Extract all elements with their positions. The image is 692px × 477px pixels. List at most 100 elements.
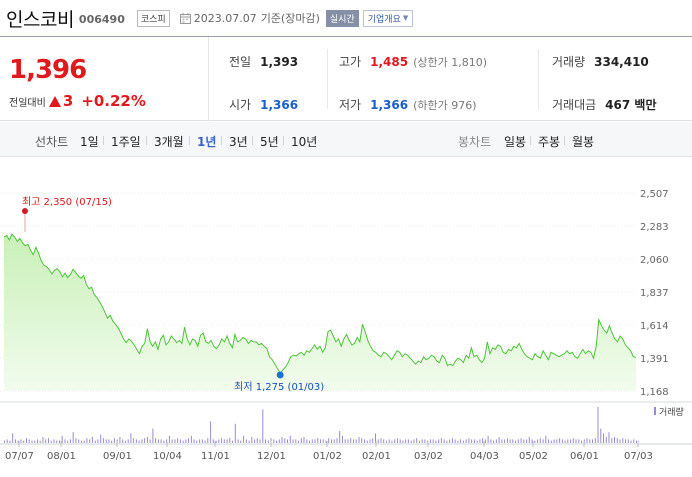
volume-bar [619,439,621,443]
x-axis-labels: 07/07 08/01 09/01 10/04 11/01 12/01 01/02 02/01… [5,451,653,462]
volume-bar [17,440,19,443]
volume-bar [548,439,550,443]
realtime-button[interactable]: 실시간 [325,9,359,27]
volume-bar [50,440,52,443]
volume-bar [515,440,517,443]
volume-bar [380,438,382,443]
volume-bar [306,439,308,443]
divider [221,136,222,145]
change-label: 전일대비 [9,97,46,109]
x-tick-label: 06/01 [570,451,599,462]
volume-bar [424,439,426,443]
volume-bar [201,439,203,443]
volume-bar [451,438,453,443]
low-label: 저가 [339,98,362,112]
volume-bar [570,439,572,443]
upper-limit: (상한가 1,810) [413,56,487,69]
volume-bar [482,438,484,443]
high-marker [21,208,28,214]
volume-bar [504,439,506,443]
x-tick-label: 11/01 [201,451,230,462]
volume-bar [407,439,409,443]
volume-bar [245,439,247,443]
volume-bar [342,435,343,443]
volume-bar [528,437,530,443]
volume-bar [190,435,192,443]
volume-bar [526,439,528,443]
period-1y[interactable]: 1년 [197,135,217,149]
volume-bar [86,438,88,443]
y-tick-label: 1,837 [640,288,669,299]
volume-bar [23,440,25,443]
volume-bar [273,439,275,443]
period-1d[interactable]: 1일 [80,135,99,149]
price-chart[interactable]: 2,507 2,283 2,060 1,837 1,614 1,391 1,168 최고 2… [0,157,692,477]
period-1w[interactable]: 1주일 [111,135,141,149]
stock-name[interactable]: 인스코비 [6,8,74,31]
volume-legend-label: 거래량 [659,406,684,418]
company-info-button[interactable]: 기업개요 ▼ [362,9,414,27]
volume-bar [388,439,390,443]
x-tick-label: 07/03 [624,451,653,462]
volume-bar [111,440,113,443]
volume-bar [226,439,228,443]
volume-bar [15,439,16,443]
volume-bar [281,437,283,443]
volume-bar [265,439,266,443]
low-annotation: 최저 1,275 (01/03) [234,381,324,393]
volume-bar [550,440,552,443]
divider [530,136,531,145]
line-chart-label: 선차트 [35,135,69,149]
volume-label: 거래량 [552,55,586,69]
volume-bar [325,440,327,443]
volume-bar [520,438,522,443]
candle-daily[interactable]: 일봉 [504,135,527,149]
volume-bar [212,439,214,443]
volume-bar [289,435,291,443]
divider [283,136,284,145]
period-3y[interactable]: 3년 [229,135,248,149]
volume-bar [603,433,604,443]
volume-bar [100,434,102,443]
volume-bar [394,439,396,443]
volume-bar [586,438,588,443]
volume-bar [53,439,55,443]
volume-bar [553,439,555,443]
period-5y[interactable]: 5년 [260,135,279,149]
volume-bar [413,439,415,443]
candle-monthly[interactable]: 월봉 [572,135,595,149]
volume-bar [89,439,91,443]
volume-bar [105,439,107,443]
open-value: 1,366 [260,98,299,112]
volume-bar [561,439,563,443]
volume-bar [399,439,401,443]
price-panel: 1,396 전일대비 3 +0.22% 전일 1,393 시가 1,366 고가… [0,36,692,121]
volume-bar [636,440,637,443]
volume-legend: 거래량 [654,406,684,418]
volume-bar [168,435,170,443]
volume-bar [295,439,297,443]
volume-bar [193,439,195,443]
divider [146,136,147,145]
volume-bar [157,439,159,443]
volume-bar [460,439,462,443]
volume-bar [556,439,558,443]
period-bar: 선차트 1일 1주일 3개월 1년 3년 5년 10년 봉차트 일봉 주봉 월봉 [0,122,692,157]
volume-bar [45,439,47,443]
volume-bar [462,440,464,443]
volume-bar [320,439,321,443]
volume-bar [594,438,596,443]
high-value: 1,485 [370,55,409,69]
volume-bar [545,435,547,443]
volume-bar [523,439,525,443]
volume-bar [28,439,30,443]
volume: 거래량 334,410 [552,53,649,70]
volume-bar [468,438,470,443]
candle-weekly[interactable]: 주봉 [538,135,561,149]
volume-bar [4,440,5,443]
period-10y[interactable]: 10년 [291,135,318,149]
volume-bar [539,438,541,443]
volume-bar [188,438,190,443]
trade-amount: 거래대금 467 백만 [552,96,656,113]
period-3m[interactable]: 3개월 [154,135,184,149]
